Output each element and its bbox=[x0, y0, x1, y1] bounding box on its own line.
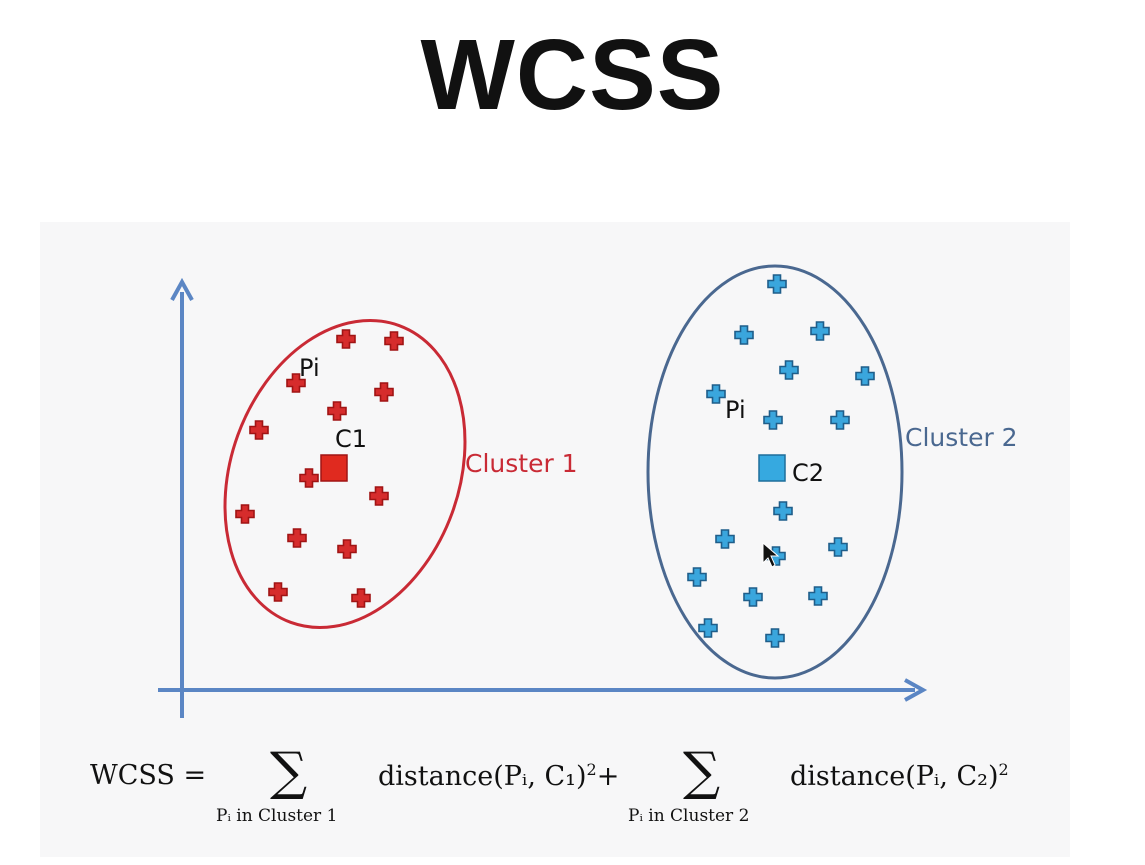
term-2-exponent: 2 bbox=[998, 760, 1009, 779]
cluster-2-outline bbox=[646, 264, 904, 680]
cluster-2-point bbox=[855, 366, 875, 386]
cluster-1-point bbox=[299, 468, 319, 488]
cluster-1-point bbox=[369, 486, 389, 506]
axes bbox=[158, 277, 928, 718]
cluster-2-point bbox=[810, 321, 830, 341]
cluster-2-point bbox=[734, 325, 754, 345]
x-axis-arrowhead bbox=[904, 678, 928, 702]
cluster-2-label: Cluster 2 bbox=[905, 423, 1018, 452]
cluster-1-point bbox=[374, 382, 394, 402]
cluster-2-point bbox=[743, 587, 763, 607]
cluster-1-point bbox=[268, 582, 288, 602]
centroid-2-label: C2 bbox=[792, 459, 824, 487]
cluster-1-point bbox=[235, 504, 255, 524]
cluster-2-point bbox=[698, 618, 718, 638]
cluster-1-point bbox=[287, 528, 307, 548]
cluster-2-point bbox=[808, 586, 828, 606]
cluster-2-point bbox=[687, 567, 707, 587]
term-1-text: distance(Pᵢ, C₁) bbox=[378, 761, 587, 792]
cluster-2-point bbox=[779, 360, 799, 380]
formula-term-1: distance(Pᵢ, C₁)2+ bbox=[378, 760, 619, 792]
sum-symbol-2: ∑ bbox=[683, 742, 721, 802]
cluster-1-point bbox=[249, 420, 269, 440]
centroid-1-marker bbox=[320, 454, 348, 482]
cluster-1-point bbox=[337, 539, 357, 559]
cluster-1-points bbox=[235, 329, 404, 608]
cluster-2-point-label: Pi bbox=[725, 396, 746, 424]
cluster-2-point bbox=[763, 410, 783, 430]
cluster-1-outline bbox=[223, 318, 467, 630]
cluster-2-point bbox=[828, 537, 848, 557]
sum-2-subscript: Pᵢ in Cluster 2 bbox=[628, 806, 750, 826]
sum-1-subscript: Pᵢ in Cluster 1 bbox=[216, 806, 338, 826]
term-1-exponent: 2 bbox=[586, 760, 597, 779]
cluster-1-point bbox=[351, 588, 371, 608]
formula-lhs: WCSS = bbox=[90, 760, 207, 791]
cluster-1-point bbox=[327, 401, 347, 421]
y-axis-arrowhead bbox=[170, 277, 194, 301]
cluster-2-point bbox=[706, 384, 726, 404]
page-title: WCSS bbox=[420, 19, 725, 131]
centroid-1-label: C1 bbox=[335, 425, 367, 453]
formula-term-2: distance(Pᵢ, C₂)2 bbox=[790, 760, 1009, 792]
cluster-1-point bbox=[384, 331, 404, 351]
diagram-panel bbox=[40, 222, 1070, 857]
cluster-1-point-label: Pi bbox=[299, 354, 320, 382]
cursor-icon bbox=[762, 541, 780, 568]
cluster-1-label: Cluster 1 bbox=[465, 449, 578, 478]
term-2-text: distance(Pᵢ, C₂) bbox=[790, 761, 999, 792]
cluster-2-point bbox=[773, 501, 793, 521]
formula-plus: + bbox=[596, 761, 620, 792]
cluster-2-point bbox=[767, 274, 787, 294]
sum-symbol-1: ∑ bbox=[270, 742, 308, 802]
cluster-2-point bbox=[715, 529, 735, 549]
cluster-1-point bbox=[336, 329, 356, 349]
cluster-1-point bbox=[286, 373, 306, 393]
cluster-2-point bbox=[830, 410, 850, 430]
wcss-formula: WCSS = ∑ Pᵢ in Cluster 1 distance(Pᵢ, C₁… bbox=[0, 742, 1145, 842]
cluster-2-point bbox=[765, 628, 785, 648]
centroid-2-marker bbox=[758, 454, 786, 482]
